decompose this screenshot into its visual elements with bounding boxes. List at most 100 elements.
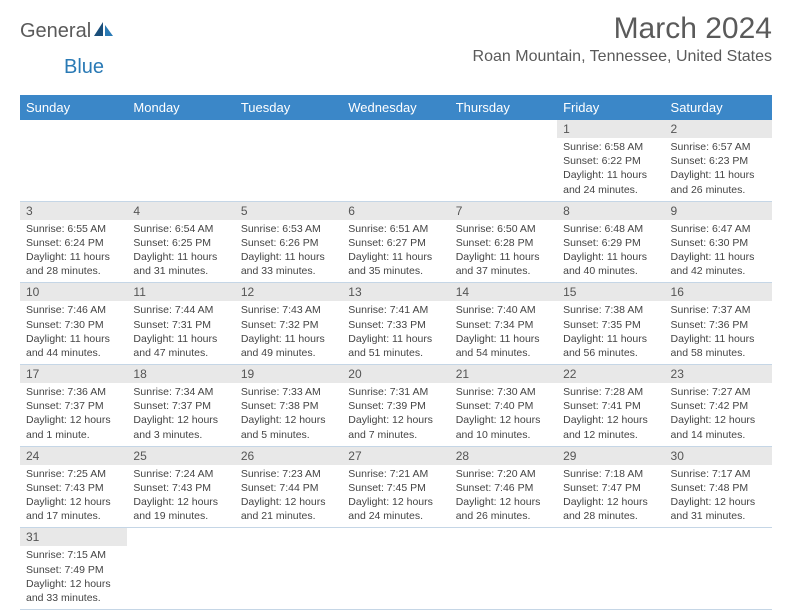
day-content: Sunrise: 7:34 AMSunset: 7:37 PMDaylight:… [127, 383, 234, 446]
day-content: Sunrise: 7:28 AMSunset: 7:41 PMDaylight:… [557, 383, 664, 446]
day-number: 10 [20, 283, 127, 301]
sunrise-text: Sunrise: 6:47 AM [671, 222, 766, 236]
calendar-cell [235, 120, 342, 201]
daylight-text-1: Daylight: 11 hours [26, 332, 121, 346]
calendar-cell: 6Sunrise: 6:51 AMSunset: 6:27 PMDaylight… [342, 201, 449, 283]
daylight-text-2: and 49 minutes. [241, 346, 336, 360]
sunset-text: Sunset: 7:38 PM [241, 399, 336, 413]
calendar-cell [557, 528, 664, 610]
sunrise-text: Sunrise: 7:40 AM [456, 303, 551, 317]
daylight-text-2: and 12 minutes. [563, 428, 658, 442]
daylight-text-1: Daylight: 11 hours [563, 250, 658, 264]
weekday-header: Friday [557, 95, 664, 120]
sunset-text: Sunset: 7:37 PM [26, 399, 121, 413]
calendar-cell: 16Sunrise: 7:37 AMSunset: 7:36 PMDayligh… [665, 283, 772, 365]
weekday-header: Tuesday [235, 95, 342, 120]
day-number: 24 [20, 447, 127, 465]
day-number: 9 [665, 202, 772, 220]
sunrise-text: Sunrise: 7:21 AM [348, 467, 443, 481]
sunset-text: Sunset: 7:39 PM [348, 399, 443, 413]
day-number: 26 [235, 447, 342, 465]
daylight-text-1: Daylight: 12 hours [26, 577, 121, 591]
sunrise-text: Sunrise: 6:57 AM [671, 140, 766, 154]
daylight-text-1: Daylight: 11 hours [456, 332, 551, 346]
day-content: Sunrise: 6:47 AMSunset: 6:30 PMDaylight:… [665, 220, 772, 283]
daylight-text-2: and 44 minutes. [26, 346, 121, 360]
sunset-text: Sunset: 6:22 PM [563, 154, 658, 168]
daylight-text-1: Daylight: 11 hours [133, 332, 228, 346]
day-number: 13 [342, 283, 449, 301]
daylight-text-1: Daylight: 11 hours [563, 332, 658, 346]
daylight-text-2: and 7 minutes. [348, 428, 443, 442]
sunset-text: Sunset: 7:33 PM [348, 318, 443, 332]
calendar-cell [235, 528, 342, 610]
calendar-cell [20, 120, 127, 201]
daylight-text-2: and 33 minutes. [26, 591, 121, 605]
calendar-cell: 28Sunrise: 7:20 AMSunset: 7:46 PMDayligh… [450, 446, 557, 528]
sunrise-text: Sunrise: 7:15 AM [26, 548, 121, 562]
sunrise-text: Sunrise: 7:43 AM [241, 303, 336, 317]
sunset-text: Sunset: 7:45 PM [348, 481, 443, 495]
daylight-text-1: Daylight: 11 hours [348, 250, 443, 264]
calendar-week-row: 24Sunrise: 7:25 AMSunset: 7:43 PMDayligh… [20, 446, 772, 528]
day-content: Sunrise: 6:58 AMSunset: 6:22 PMDaylight:… [557, 138, 664, 201]
calendar-cell: 24Sunrise: 7:25 AMSunset: 7:43 PMDayligh… [20, 446, 127, 528]
sunrise-text: Sunrise: 7:30 AM [456, 385, 551, 399]
sunset-text: Sunset: 7:41 PM [563, 399, 658, 413]
day-number: 7 [450, 202, 557, 220]
sunset-text: Sunset: 7:31 PM [133, 318, 228, 332]
sunrise-text: Sunrise: 7:20 AM [456, 467, 551, 481]
sunset-text: Sunset: 7:47 PM [563, 481, 658, 495]
day-number: 14 [450, 283, 557, 301]
daylight-text-1: Daylight: 11 hours [671, 332, 766, 346]
sunset-text: Sunset: 7:43 PM [133, 481, 228, 495]
day-number: 21 [450, 365, 557, 383]
daylight-text-1: Daylight: 11 hours [456, 250, 551, 264]
day-content: Sunrise: 6:53 AMSunset: 6:26 PMDaylight:… [235, 220, 342, 283]
daylight-text-2: and 24 minutes. [563, 183, 658, 197]
daylight-text-1: Daylight: 12 hours [241, 413, 336, 427]
daylight-text-1: Daylight: 11 hours [563, 168, 658, 182]
calendar-cell: 18Sunrise: 7:34 AMSunset: 7:37 PMDayligh… [127, 365, 234, 447]
sunrise-text: Sunrise: 7:31 AM [348, 385, 443, 399]
calendar-cell [342, 120, 449, 201]
calendar-cell: 8Sunrise: 6:48 AMSunset: 6:29 PMDaylight… [557, 201, 664, 283]
sunset-text: Sunset: 6:29 PM [563, 236, 658, 250]
calendar-cell: 19Sunrise: 7:33 AMSunset: 7:38 PMDayligh… [235, 365, 342, 447]
calendar-cell: 29Sunrise: 7:18 AMSunset: 7:47 PMDayligh… [557, 446, 664, 528]
sunrise-text: Sunrise: 7:25 AM [26, 467, 121, 481]
day-content: Sunrise: 7:21 AMSunset: 7:45 PMDaylight:… [342, 465, 449, 528]
daylight-text-1: Daylight: 12 hours [26, 413, 121, 427]
day-content: Sunrise: 7:24 AMSunset: 7:43 PMDaylight:… [127, 465, 234, 528]
sunrise-text: Sunrise: 7:46 AM [26, 303, 121, 317]
sunrise-text: Sunrise: 6:48 AM [563, 222, 658, 236]
sunrise-text: Sunrise: 7:17 AM [671, 467, 766, 481]
day-number: 2 [665, 120, 772, 138]
weekday-header: Sunday [20, 95, 127, 120]
day-number: 1 [557, 120, 664, 138]
sunset-text: Sunset: 7:46 PM [456, 481, 551, 495]
day-number: 27 [342, 447, 449, 465]
calendar-cell [665, 528, 772, 610]
day-content: Sunrise: 7:43 AMSunset: 7:32 PMDaylight:… [235, 301, 342, 364]
calendar-cell [450, 528, 557, 610]
sunset-text: Sunset: 7:44 PM [241, 481, 336, 495]
day-content: Sunrise: 7:36 AMSunset: 7:37 PMDaylight:… [20, 383, 127, 446]
day-content: Sunrise: 7:44 AMSunset: 7:31 PMDaylight:… [127, 301, 234, 364]
daylight-text-2: and 3 minutes. [133, 428, 228, 442]
day-content: Sunrise: 7:41 AMSunset: 7:33 PMDaylight:… [342, 301, 449, 364]
daylight-text-1: Daylight: 12 hours [348, 413, 443, 427]
day-content: Sunrise: 6:51 AMSunset: 6:27 PMDaylight:… [342, 220, 449, 283]
daylight-text-1: Daylight: 11 hours [671, 250, 766, 264]
day-content: Sunrise: 7:38 AMSunset: 7:35 PMDaylight:… [557, 301, 664, 364]
day-content: Sunrise: 7:40 AMSunset: 7:34 PMDaylight:… [450, 301, 557, 364]
sunset-text: Sunset: 6:27 PM [348, 236, 443, 250]
day-number: 5 [235, 202, 342, 220]
day-content: Sunrise: 7:46 AMSunset: 7:30 PMDaylight:… [20, 301, 127, 364]
day-number: 17 [20, 365, 127, 383]
day-content: Sunrise: 6:48 AMSunset: 6:29 PMDaylight:… [557, 220, 664, 283]
sunrise-text: Sunrise: 6:55 AM [26, 222, 121, 236]
sunset-text: Sunset: 7:42 PM [671, 399, 766, 413]
daylight-text-2: and 26 minutes. [671, 183, 766, 197]
daylight-text-2: and 17 minutes. [26, 509, 121, 523]
